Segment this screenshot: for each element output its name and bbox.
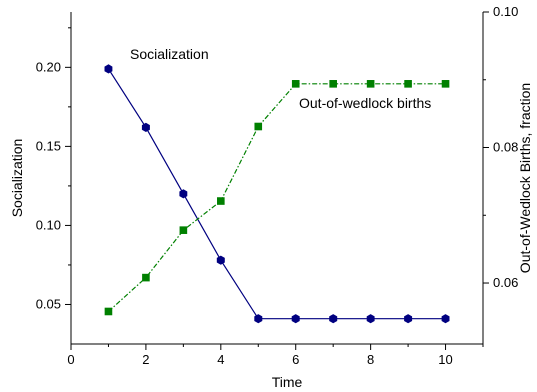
- x-tick-label: 4: [217, 352, 224, 367]
- x-tick-label: 10: [438, 352, 452, 367]
- x-tick-label: 8: [367, 352, 374, 367]
- y-right-axis-title: Out-of-Wedlock Births, fraction: [517, 83, 533, 273]
- data-point-0: [104, 64, 113, 74]
- y-right-tick-label: 0.06: [493, 275, 518, 290]
- data-point-1: [104, 307, 113, 316]
- data-point-1: [142, 273, 150, 282]
- y-left-axis-title: Socialization: [9, 139, 25, 218]
- y-left-tick-label: 0.10: [36, 217, 61, 232]
- data-point-0: [366, 314, 375, 324]
- series-line-0: [107, 68, 446, 320]
- data-point-1: [254, 122, 263, 131]
- data-point-1: [291, 80, 300, 88]
- y-right-tick-label: 0.10: [493, 4, 518, 19]
- data-point-0: [404, 314, 413, 324]
- series-line-1: [108, 83, 446, 312]
- data-point-1: [217, 197, 225, 205]
- data-point-0: [291, 314, 300, 324]
- y-left-tick-label: 0.15: [36, 138, 61, 153]
- data-point-1: [329, 80, 337, 88]
- data-point-0: [441, 314, 450, 324]
- data-point-1: [441, 80, 450, 88]
- data-point-0: [254, 314, 263, 324]
- data-point-0: [216, 255, 225, 265]
- y-left-tick-label: 0.05: [36, 296, 61, 311]
- x-tick-label: 6: [292, 352, 299, 367]
- x-tick-label: 0: [67, 352, 74, 367]
- y-right-tick-label: 0.08: [493, 140, 518, 155]
- y-left-tick-label: 0.20: [36, 59, 61, 74]
- data-point-1: [179, 226, 188, 234]
- x-axis-title: Time: [272, 374, 303, 390]
- data-point-0: [141, 122, 150, 132]
- data-point-0: [329, 314, 338, 324]
- x-tick-label: 2: [142, 352, 149, 367]
- annotation-out-of-wedlock-births: Out-of-wedlock births: [299, 95, 431, 111]
- data-point-1: [404, 80, 412, 88]
- annotation-socialization: Socialization: [130, 46, 209, 62]
- data-point-1: [366, 80, 375, 88]
- data-point-0: [179, 189, 188, 199]
